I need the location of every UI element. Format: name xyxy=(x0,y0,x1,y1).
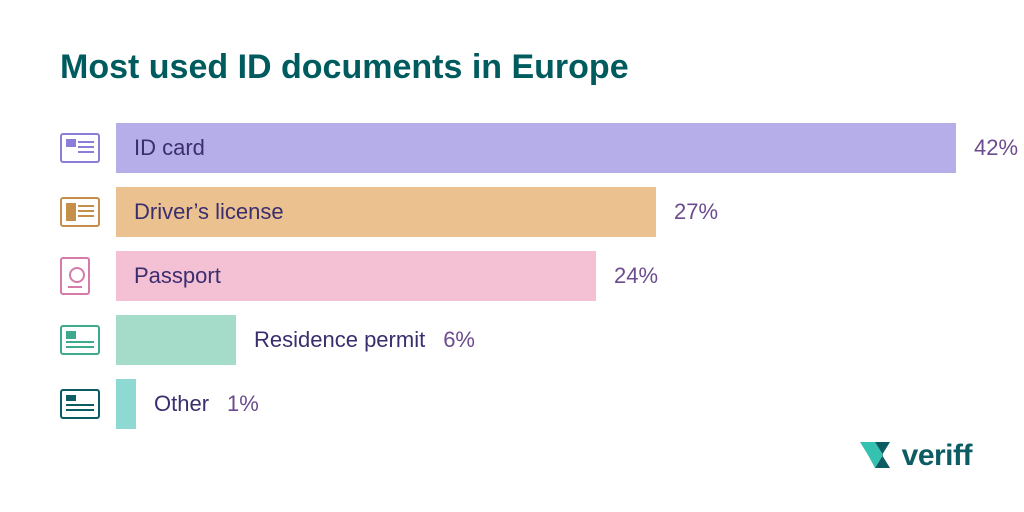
bar-label: Passport xyxy=(134,263,221,289)
bar-residence-permit xyxy=(116,315,236,365)
bar-drivers-license: Driver’s license xyxy=(116,187,656,237)
bar-other xyxy=(116,379,136,429)
bar-label-outside: Other 1% xyxy=(154,391,259,417)
veriff-mark-icon xyxy=(856,438,894,474)
bar-label: ID card xyxy=(134,135,205,161)
passport-icon xyxy=(60,257,90,295)
other-icon xyxy=(60,389,100,419)
bar-row-passport: Passport 24% xyxy=(60,251,964,301)
bar-percent: 42% xyxy=(974,135,1018,161)
bar-row-id-card: ID card 42% xyxy=(60,123,964,173)
bar-percent: 27% xyxy=(674,199,718,225)
brand-logo: veriff xyxy=(856,438,972,474)
bar-percent: 1% xyxy=(227,391,259,417)
license-icon xyxy=(60,197,100,227)
bar-row-residence-permit: Residence permit 6% xyxy=(60,315,964,365)
bar-row-other: Other 1% xyxy=(60,379,964,429)
residence-permit-icon xyxy=(60,325,100,355)
brand-name: veriff xyxy=(902,439,972,473)
bar-row-drivers-license: Driver’s license 27% xyxy=(60,187,964,237)
bar-id-card: ID card xyxy=(116,123,956,173)
bar-label: Driver’s license xyxy=(134,199,284,225)
bar-percent: 24% xyxy=(614,263,658,289)
id-card-icon xyxy=(60,133,100,163)
chart-title: Most used ID documents in Europe xyxy=(60,48,964,87)
bar-percent: 6% xyxy=(443,327,475,353)
bar-label: Other xyxy=(154,391,209,417)
bar-label-outside: Residence permit 6% xyxy=(254,327,475,353)
bar-label: Residence permit xyxy=(254,327,425,353)
bar-passport: Passport xyxy=(116,251,596,301)
bar-rows: ID card 42% Driver’s license 27% Passpor… xyxy=(60,123,964,429)
